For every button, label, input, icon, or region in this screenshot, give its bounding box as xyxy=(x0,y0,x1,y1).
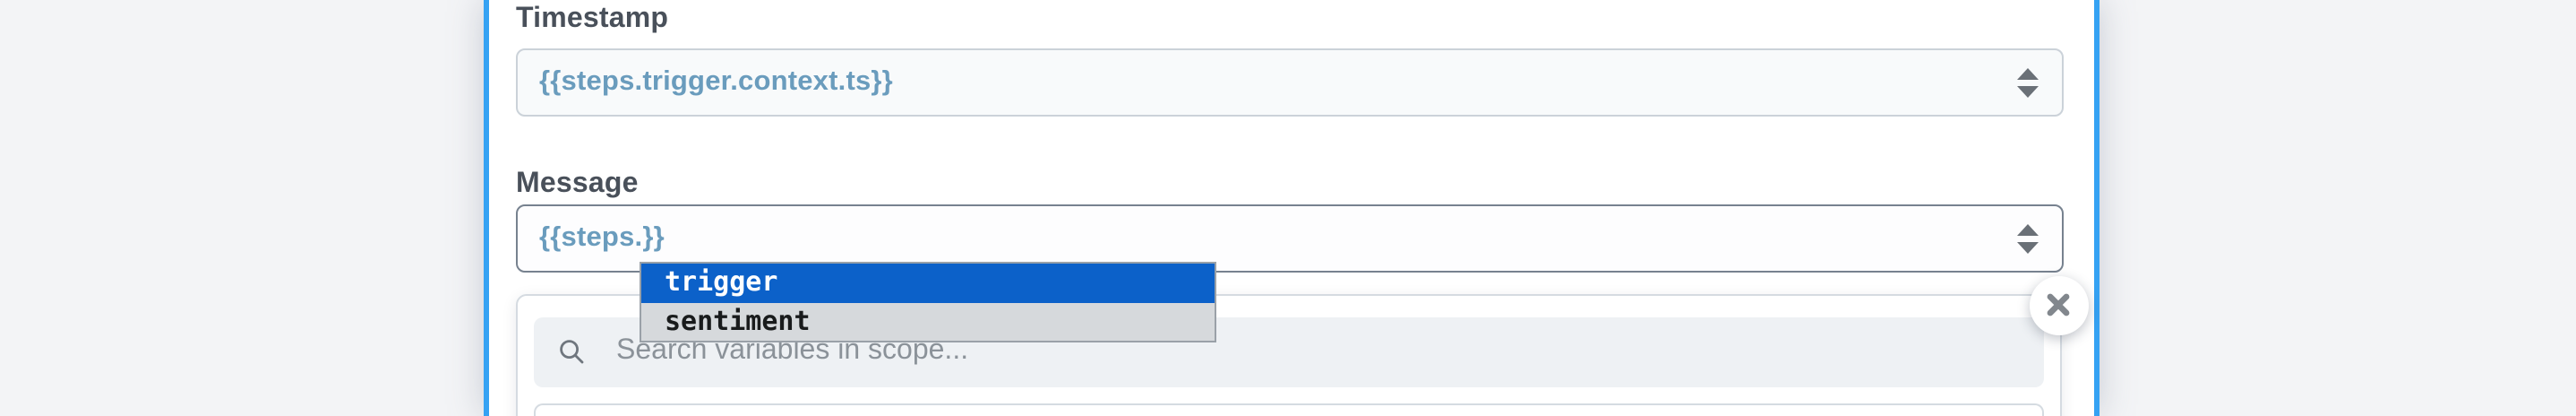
variables-list-box xyxy=(534,403,2044,416)
message-select[interactable]: {{steps.}} xyxy=(516,204,2064,272)
timestamp-label: Timestamp xyxy=(516,4,669,34)
select-caret-icon xyxy=(2017,223,2039,254)
select-caret-icon xyxy=(2017,67,2039,98)
autocomplete-option-sentiment[interactable]: sentiment xyxy=(665,304,811,336)
close-icon xyxy=(2047,293,2070,316)
message-label: Message xyxy=(516,169,639,199)
search-icon xyxy=(560,340,584,364)
close-button[interactable] xyxy=(2029,275,2088,334)
autocomplete-dropdown: trigger sentiment xyxy=(640,262,1216,342)
step-config-panel: Timestamp {{steps.trigger.context.ts}} M… xyxy=(484,0,2099,416)
timestamp-select[interactable]: {{steps.trigger.context.ts}} xyxy=(516,48,2064,116)
message-select-value: {{steps.}} xyxy=(539,221,665,253)
autocomplete-option-trigger[interactable]: trigger xyxy=(641,264,1215,302)
timestamp-select-value: {{steps.trigger.context.ts}} xyxy=(539,65,893,97)
